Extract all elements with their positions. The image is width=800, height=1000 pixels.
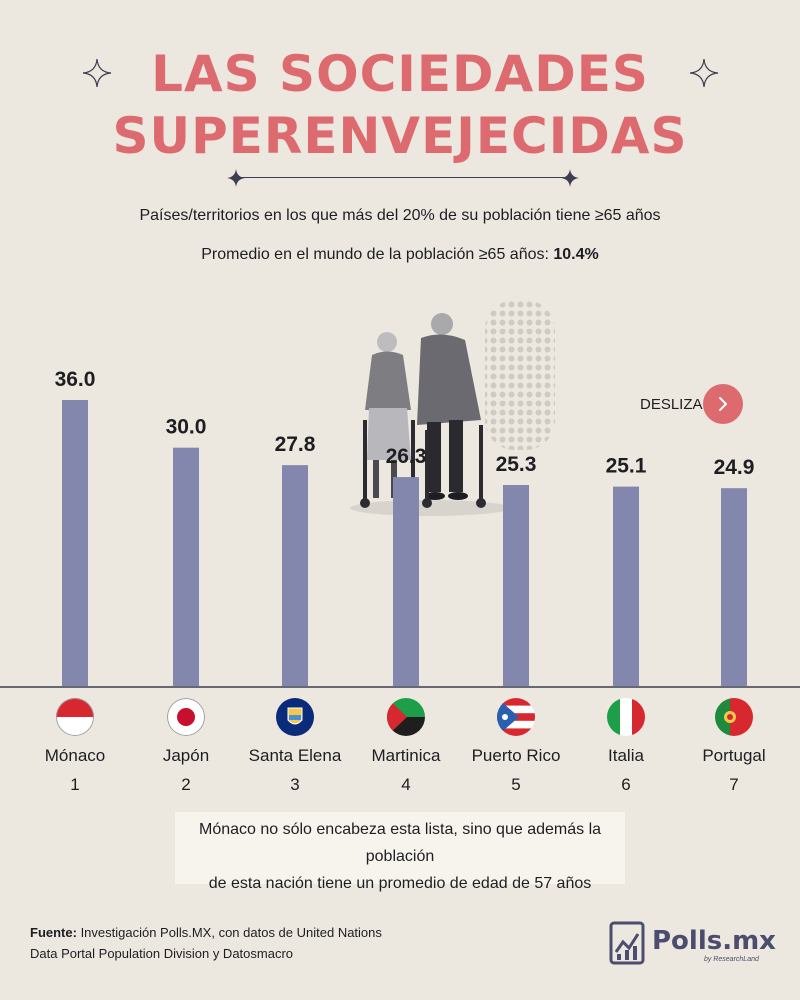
source-label: Fuente:	[30, 925, 77, 940]
world-average-label: Promedio en el mundo de la población ≥65…	[201, 246, 554, 263]
country-name: Japón	[162, 746, 210, 765]
desliza-label: DESLIZA	[640, 396, 703, 413]
bar-value-label: 36.0	[55, 368, 96, 391]
sparkle-icon	[689, 58, 719, 88]
country-name: Martinica	[371, 746, 441, 765]
bar-chart: 36.0 30.0 27.8 26.3 25.3 25.1 24.9	[0, 368, 800, 688]
portugal-flag	[715, 698, 753, 736]
bar	[173, 447, 199, 686]
world-average-value: 10.4%	[553, 246, 599, 263]
country-name: Puerto Rico	[471, 746, 561, 765]
japan-flag	[167, 698, 205, 736]
country-rank: 5	[511, 775, 521, 794]
bar-value-label: 30.0	[166, 416, 207, 439]
bar-value-label: 25.1	[606, 455, 647, 478]
country-name: Santa Elena	[248, 746, 342, 765]
chevron-right-icon	[719, 397, 727, 411]
country-rank: 7	[729, 775, 739, 794]
country-rank: 2	[181, 775, 191, 794]
country-rank: 1	[70, 775, 80, 794]
divider	[238, 177, 568, 178]
polls-mx-logo: Polls.mx by ResearchLand	[608, 920, 778, 968]
source-line-2: Data Portal Population Division y Datosm…	[30, 946, 294, 961]
country-name: Mónaco	[44, 746, 106, 765]
bar	[721, 488, 747, 686]
note-line-1: Mónaco no sólo encabeza esta lista, sino…	[198, 821, 602, 865]
puerto-rico-flag	[497, 698, 535, 736]
bar	[62, 400, 88, 686]
title-line-1: LAS SOCIEDADES	[151, 45, 649, 103]
chart-logo-icon	[609, 921, 645, 965]
note-line-2: de esta nación tiene un promedio de edad…	[208, 875, 592, 892]
monaco-flag	[56, 698, 94, 736]
country-name: Italia	[608, 746, 644, 765]
bar-value-label: 25.3	[496, 453, 537, 476]
country-rank: 6	[621, 775, 631, 794]
country-rank: 3	[290, 775, 300, 794]
country-name: Portugal	[702, 746, 766, 765]
country-rank: 4	[401, 775, 411, 794]
italy-flag	[607, 698, 645, 736]
sparkle-icon	[227, 169, 245, 187]
bar	[613, 486, 639, 686]
source-text: Fuente: Investigación Polls.MX, con dato…	[30, 922, 382, 964]
source-line-1: Investigación Polls.MX, con datos de Uni…	[76, 925, 382, 940]
bar	[503, 485, 529, 686]
bar-value-label: 26.3	[386, 445, 427, 468]
bar-value-label: 27.8	[275, 433, 316, 456]
highlight-note: Mónaco no sólo encabeza esta lista, sino…	[175, 812, 625, 892]
subtitle: Países/territorios en los que más del 20…	[139, 207, 661, 224]
sparkle-icon	[82, 58, 112, 88]
sparkle-icon	[561, 169, 579, 187]
martinique-flag	[387, 698, 425, 736]
logo-text: Polls.mx	[652, 926, 776, 956]
world-average: Promedio en el mundo de la población ≥65…	[0, 246, 800, 264]
title-line-2: SUPERENVEJECIDAS	[112, 107, 688, 165]
bar	[282, 465, 308, 686]
bar-value-label: 24.9	[714, 456, 755, 479]
bar	[393, 477, 419, 686]
logo-tagline: by ResearchLand	[704, 956, 759, 963]
desliza-button[interactable]	[703, 384, 743, 424]
saint-helena-flag	[276, 698, 314, 736]
